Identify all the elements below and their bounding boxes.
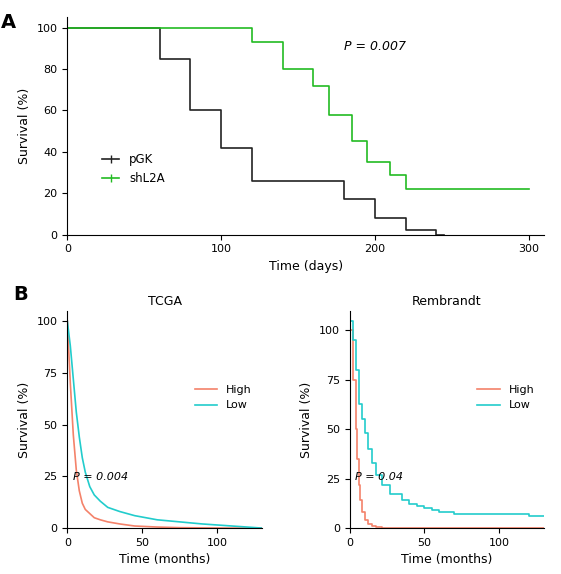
Text: P = 0.04: P = 0.04 xyxy=(355,472,403,482)
X-axis label: Time (months): Time (months) xyxy=(119,553,210,567)
Legend: High, Low: High, Low xyxy=(473,381,539,415)
Y-axis label: Survival (%): Survival (%) xyxy=(300,381,313,457)
Title: Rembrandt: Rembrandt xyxy=(412,295,482,308)
Legend: pGK, shL2A: pGK, shL2A xyxy=(97,149,169,190)
Y-axis label: Survival (%): Survival (%) xyxy=(18,88,31,164)
Text: P = 0.007: P = 0.007 xyxy=(344,40,406,53)
Y-axis label: Survival (%): Survival (%) xyxy=(18,381,31,457)
Legend: High, Low: High, Low xyxy=(191,381,256,415)
Title: TCGA: TCGA xyxy=(148,295,182,308)
X-axis label: Time (months): Time (months) xyxy=(401,553,493,567)
X-axis label: Time (days): Time (days) xyxy=(269,260,343,273)
Text: P = 0.004: P = 0.004 xyxy=(73,472,128,482)
Text: A: A xyxy=(1,13,16,32)
Text: B: B xyxy=(13,285,27,304)
